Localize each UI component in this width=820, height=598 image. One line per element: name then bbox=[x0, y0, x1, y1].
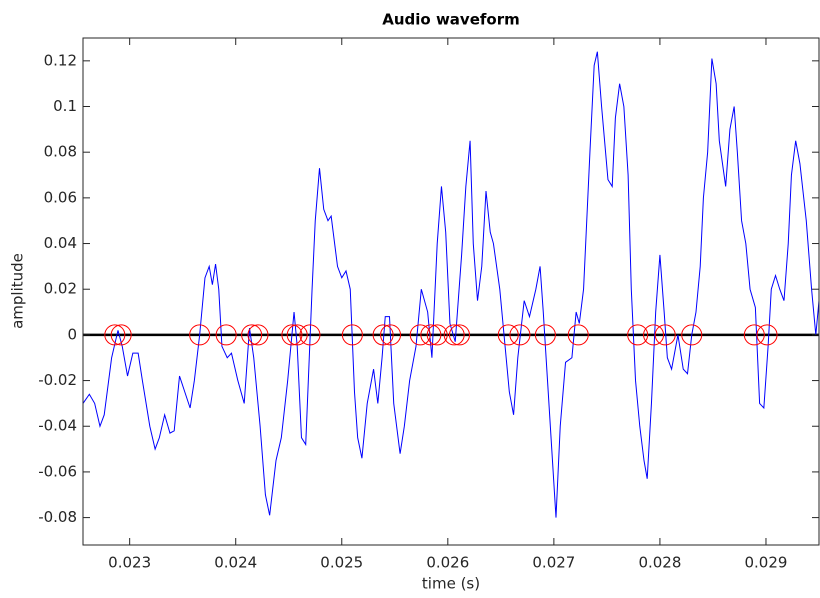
waveform-line bbox=[83, 51, 819, 518]
crossing-marker bbox=[448, 324, 470, 346]
y-tick-label: 0.12 bbox=[44, 51, 77, 69]
x-tick-label: 0.025 bbox=[320, 554, 363, 572]
crossing-marker bbox=[756, 324, 778, 346]
x-tick-label: 0.026 bbox=[426, 554, 469, 572]
crossing-marker bbox=[247, 324, 269, 346]
crossing-marker bbox=[104, 324, 126, 346]
crossing-marker bbox=[509, 324, 531, 346]
crossing-marker bbox=[299, 324, 321, 346]
crossing-marker bbox=[189, 324, 211, 346]
crossing-marker bbox=[643, 324, 665, 346]
crossing-marker bbox=[110, 324, 132, 346]
y-tick-label: -0.06 bbox=[38, 462, 77, 480]
y-tick-label: -0.04 bbox=[38, 417, 77, 435]
crossing-marker bbox=[743, 324, 765, 346]
y-tick-label: 0.02 bbox=[44, 280, 77, 298]
x-tick-label: 0.029 bbox=[744, 554, 787, 572]
crossing-marker bbox=[372, 324, 394, 346]
axes-box bbox=[82, 37, 820, 546]
y-axis-label: amplitude bbox=[9, 253, 27, 329]
crossing-marker bbox=[215, 324, 237, 346]
crossing-marker bbox=[681, 324, 703, 346]
crossing-marker bbox=[286, 324, 308, 346]
x-tick-label: 0.023 bbox=[108, 554, 151, 572]
crossing-marker bbox=[420, 324, 442, 346]
y-tick-label: 0 bbox=[67, 325, 77, 343]
crossing-marker bbox=[241, 324, 263, 346]
crossing-marker bbox=[426, 324, 448, 346]
y-tick-label: 0.04 bbox=[44, 234, 77, 252]
x-tick-label: 0.027 bbox=[532, 554, 575, 572]
crossing-marker bbox=[534, 324, 556, 346]
crossing-marker bbox=[443, 324, 465, 346]
y-tick-label: 0.08 bbox=[44, 143, 77, 161]
crossing-marker bbox=[654, 324, 676, 346]
crossing-marker bbox=[409, 324, 431, 346]
crossing-marker bbox=[380, 324, 402, 346]
plot-area bbox=[83, 51, 819, 518]
x-tick-label: 0.028 bbox=[638, 554, 681, 572]
x-tick-label: 0.024 bbox=[214, 554, 257, 572]
y-tick-label: -0.02 bbox=[38, 371, 77, 389]
crossing-marker bbox=[567, 324, 589, 346]
crossing-marker bbox=[281, 324, 303, 346]
y-tick-label: 0.06 bbox=[44, 188, 77, 206]
crossing-marker bbox=[497, 324, 519, 346]
y-tick-label: -0.08 bbox=[38, 508, 77, 526]
y-tick-label: 0.1 bbox=[53, 97, 77, 115]
chart-title: Audio waveform bbox=[382, 11, 519, 29]
x-axis-label: time (s) bbox=[422, 575, 480, 593]
crossing-marker bbox=[627, 324, 649, 346]
crossing-marker bbox=[341, 324, 363, 346]
